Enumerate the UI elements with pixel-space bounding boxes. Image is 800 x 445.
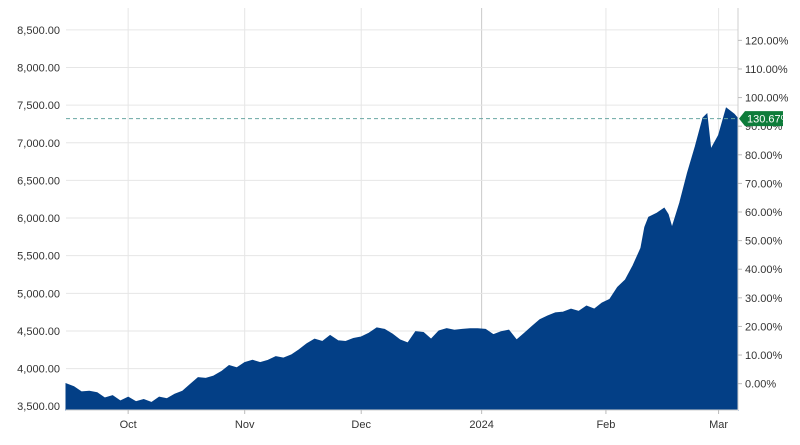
y-left-tick-label: 5,000.00 <box>17 288 60 300</box>
y-right-tick-label: 10.00% <box>745 350 783 362</box>
x-axis: Oct Nov Dec 2024 Feb Mar <box>120 410 728 431</box>
y-right-tick-label: 20.00% <box>745 321 783 333</box>
y-left-tick-label: 5,500.00 <box>17 251 60 263</box>
x-tick-label: Feb <box>596 419 615 431</box>
y-right-tick-label: 60.00% <box>745 207 783 219</box>
y-left-tick-label: 7,500.00 <box>17 100 60 112</box>
y-left-tick-label: 3,500.00 <box>17 401 60 413</box>
y-left-tick-label: 7,000.00 <box>17 138 60 150</box>
left-y-axis: 3,500.00 4,000.00 4,500.00 5,000.00 5,500.00… <box>17 25 60 413</box>
badge-shape <box>739 111 783 127</box>
area-fill <box>65 107 739 411</box>
y-right-tick-label: 120.00% <box>745 35 789 47</box>
y-right-tick-label: 70.00% <box>745 178 783 190</box>
right-y-axis: 0.00% 10.00% 20.00% 30.00% 40.00% 50.00% 60.00… <box>738 35 789 391</box>
y-left-tick-label: 4,000.00 <box>17 364 60 376</box>
y-right-tick-label: 30.00% <box>745 293 783 305</box>
x-tick-label: 2024 <box>469 419 493 431</box>
x-tick-label: Nov <box>235 419 255 431</box>
y-left-tick-label: 8,500.00 <box>17 25 60 37</box>
y-left-tick-label: 6,000.00 <box>17 213 60 225</box>
x-tick-label: Mar <box>709 419 728 431</box>
badge-text: 130.67% <box>747 114 791 126</box>
x-tick-label: Dec <box>351 419 371 431</box>
last-value-badge: 130.67% <box>739 111 791 127</box>
x-tick-label: Oct <box>120 419 137 431</box>
y-right-tick-label: 80.00% <box>745 150 783 162</box>
y-left-tick-label: 4,500.00 <box>17 326 60 338</box>
y-left-tick-label: 8,000.00 <box>17 62 60 74</box>
y-right-tick-label: 50.00% <box>745 236 783 248</box>
y-right-tick-label: 100.00% <box>745 93 789 105</box>
y-right-tick-label: 0.00% <box>745 379 776 391</box>
y-right-tick-label: 40.00% <box>745 264 783 276</box>
y-right-tick-label: 110.00% <box>745 64 788 76</box>
y-left-tick-label: 6,500.00 <box>17 175 60 187</box>
